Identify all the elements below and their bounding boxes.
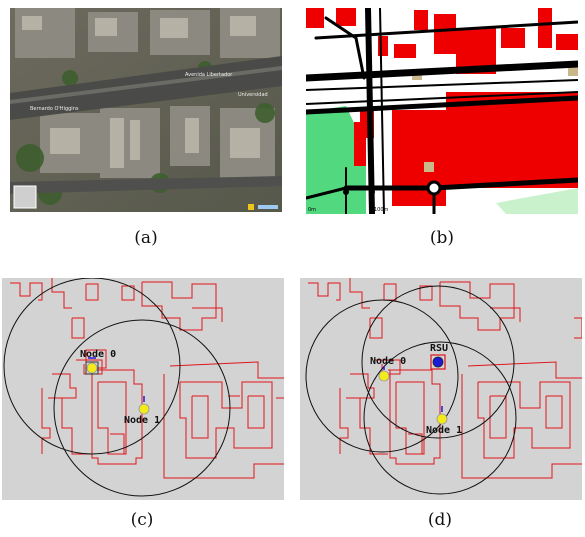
panel-b-osm-map: 0m 100m	[306, 8, 578, 214]
satellite-image: Avenida Libertador Bernardo O'Higgins Un…	[10, 8, 282, 212]
layers-icon[interactable]	[13, 185, 37, 209]
simulation-view-d: Node 0 Node 1 RSU	[300, 278, 582, 500]
osm-map-image: 0m 100m	[306, 8, 578, 214]
node-1-label: Node 1	[124, 415, 160, 426]
street-label: Bernardo O'Higgins	[30, 106, 79, 112]
node-0-label: Node 0	[80, 349, 116, 360]
simulation-view-c: Node 0 Node 1	[2, 278, 284, 500]
roundabout	[426, 180, 442, 196]
caption-c: (c)	[130, 510, 154, 530]
node-1-label: Node 1	[426, 425, 462, 436]
caption-b: (b)	[429, 228, 455, 248]
panel-d-simulation: Node 0 Node 1 RSU	[300, 278, 582, 500]
scale-label-left: 0m	[308, 207, 316, 213]
node-1-marker[interactable]	[436, 413, 448, 425]
range-circle-rsu	[361, 285, 515, 439]
range-circle-node-0	[3, 278, 181, 455]
range-circle-node-1	[53, 319, 231, 497]
range-circle-node-1	[363, 341, 517, 495]
node-0-marker[interactable]	[86, 362, 98, 374]
range-circle-node-0	[305, 299, 459, 453]
caption-a: (a)	[134, 228, 158, 248]
place-label: Universidad	[238, 92, 268, 98]
scale-label-right: 100m	[374, 207, 389, 213]
node-0-label: Node 0	[370, 356, 406, 367]
street-label: Avenida Libertador	[185, 72, 233, 78]
caption-d: (d)	[427, 510, 453, 530]
rsu-marker[interactable]	[432, 356, 444, 368]
panel-a-satellite: Avenida Libertador Bernardo O'Higgins Un…	[10, 8, 282, 212]
node-1-marker[interactable]	[138, 403, 150, 415]
panel-c-simulation: Node 0 Node 1	[2, 278, 284, 500]
pegman-icon[interactable]	[248, 204, 254, 210]
node-0-marker[interactable]	[378, 370, 390, 382]
scale-bar	[258, 205, 278, 209]
rsu-label: RSU	[430, 343, 448, 354]
